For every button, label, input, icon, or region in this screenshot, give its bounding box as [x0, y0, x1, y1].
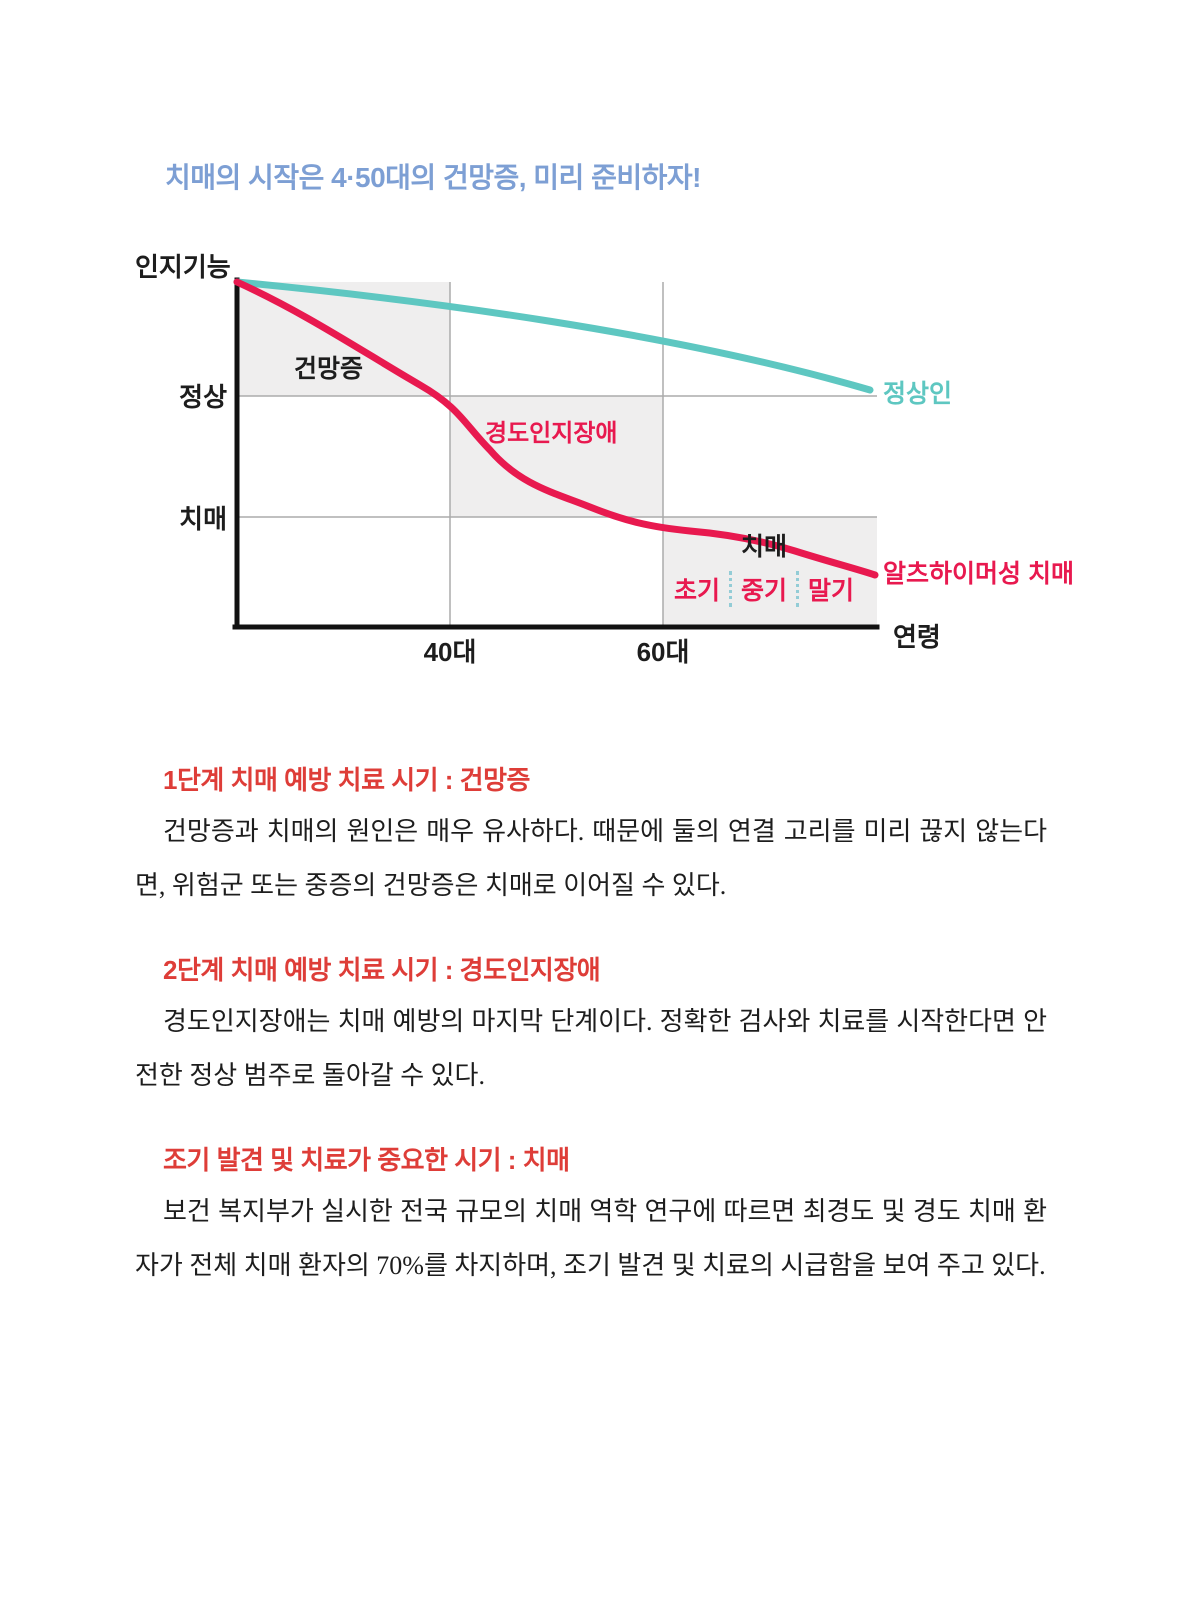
- stage-middle: 중기: [740, 577, 787, 605]
- region-label-dementia: 치매: [740, 533, 787, 561]
- stage-divider-icon: [796, 571, 799, 607]
- series-label-normal-person: 정상인: [883, 380, 953, 408]
- section-stage2-heading: 2단계 치매 예방 치료 시기 : 경도인지장애: [163, 955, 601, 985]
- normal-person-curve: [233, 278, 874, 394]
- section-stage2: 2단계 치매 예방 치료 시기 : 경도인지장애 경도인지장애는 치매 예방의 …: [135, 953, 1047, 1103]
- section-stage1-heading: 1단계 치매 예방 치료 시기 : 건망증: [163, 765, 530, 795]
- x-axis-label: 연령: [893, 622, 941, 652]
- series-label-alzheimer: 알츠하이머성 치매: [883, 560, 1074, 588]
- section-stage1: 1단계 치매 예방 치료 시기 : 건망증 건망증과 치매의 원인은 매우 유사…: [135, 763, 1047, 913]
- section-dementia: 조기 발견 및 치료가 중요한 시기 : 치매 보건 복지부가 실시한 전국 규…: [135, 1143, 1047, 1293]
- stage-late: 말기: [808, 577, 855, 605]
- section-stage1-paragraph: 건망증과 치매의 원인은 매우 유사하다. 때문에 둘의 연결 고리를 미리 끊…: [135, 817, 1047, 900]
- dementia-stages-row: 초기 중기 말기: [655, 570, 873, 608]
- alzheimer-curve: [233, 278, 879, 579]
- section-dementia-paragraph: 보건 복지부가 실시한 전국 규모의 치매 역학 연구에 따르면 최경도 및 경…: [135, 1197, 1047, 1280]
- region-label-mci: 경도인지장애: [485, 420, 618, 447]
- article-body: 1단계 치매 예방 치료 시기 : 건망증 건망증과 치매의 원인은 매우 유사…: [135, 763, 1047, 1333]
- stage-divider-icon: [728, 571, 732, 607]
- y-axis-label: 인지기능: [135, 252, 231, 282]
- y-tick-dementia: 치매: [179, 504, 227, 534]
- x-tick-40s: 40대: [423, 637, 477, 667]
- region-label-dementia-block: 치매 초기 중기 말기: [655, 527, 873, 608]
- region-label-forgetfulness: 건망증: [294, 355, 364, 383]
- chart-canvas: [232, 277, 880, 630]
- section-dementia-heading: 조기 발견 및 치료가 중요한 시기 : 치매: [163, 1145, 570, 1175]
- stage-early: 초기: [673, 577, 720, 605]
- cognition-age-chart: 인지기능 정상 치매 40대 60대 연령 건망증 경도인지장애 치매 초기 중…: [135, 245, 1095, 675]
- page-title: 치매의 시작은 4·50대의 건망증, 미리 준비하자!: [165, 162, 701, 193]
- section-stage2-paragraph: 경도인지장애는 치매 예방의 마지막 단계이다. 정확한 검사와 치료를 시작한…: [135, 1007, 1047, 1090]
- y-tick-normal: 정상: [179, 382, 227, 412]
- x-tick-60s: 60대: [636, 637, 690, 667]
